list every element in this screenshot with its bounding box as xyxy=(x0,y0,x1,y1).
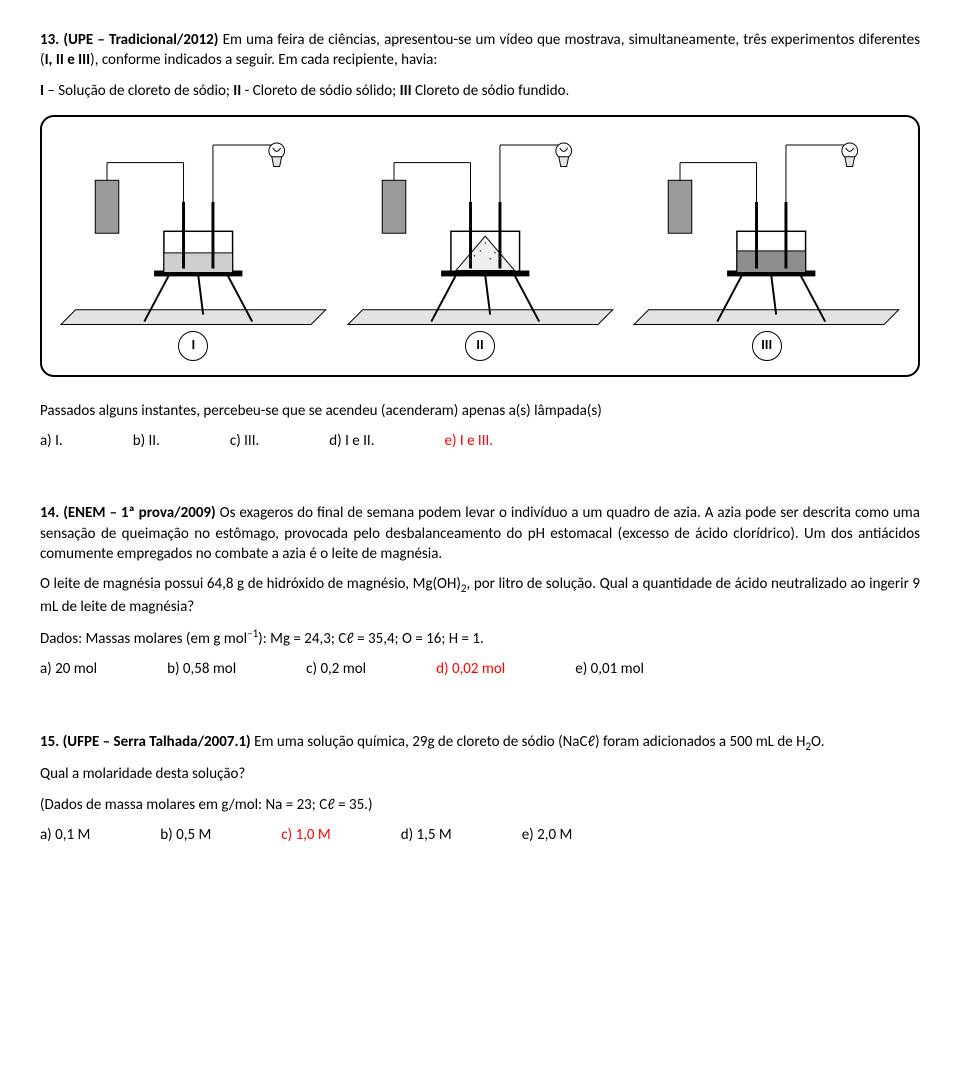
experiments-figure: I II xyxy=(40,115,920,377)
q14-opt-d: d) 0,02 mol xyxy=(436,659,505,679)
q15-opt-a: a) 0,1 M xyxy=(40,825,90,845)
q15-opt-e: e) 2,0 M xyxy=(522,825,573,845)
label-II: II xyxy=(465,331,495,361)
q15-body: 15. (UFPE – Serra Talhada/2007.1) Em uma… xyxy=(40,732,920,755)
experiment-II-svg xyxy=(343,131,618,361)
q14-opt-e: e) 0,01 mol xyxy=(575,659,644,679)
q13-recipients: I – Solução de cloreto de sódio; II - Cl… xyxy=(40,81,920,101)
q13-options: a) I. b) II. c) III. d) I e II. e) I e I… xyxy=(40,431,920,451)
q13-opt-a: a) I. xyxy=(40,431,63,451)
experiment-III-svg xyxy=(629,131,904,361)
q15-opt-c: c) 1,0 M xyxy=(281,825,330,845)
q13-opt-e: e) I e III. xyxy=(445,431,494,451)
q15-number: 15. xyxy=(40,733,59,751)
q14-number: 14. xyxy=(40,504,59,522)
q15-source: (UFPE – Serra Talhada/2007.1) xyxy=(63,733,251,751)
q15-opt-b: b) 0,5 M xyxy=(160,825,211,845)
q14-opt-b: b) 0,58 mol xyxy=(167,659,236,679)
q14-line2: O leite de magnésia possui 64,8 g de hid… xyxy=(40,574,920,617)
q13-source: (UPE – Tradicional/2012) xyxy=(63,31,218,49)
q14-opt-c: c) 0,2 mol xyxy=(306,659,366,679)
q15-dados: (Dados de massa molares em g/mol: Na = 2… xyxy=(40,795,920,815)
experiment-III: III xyxy=(629,131,904,361)
q14-dados: Dados: Massas molares (em g mol–1): Mg =… xyxy=(40,627,920,649)
q13-opt-b: b) II. xyxy=(133,431,160,451)
q13-opt-d: d) I e II. xyxy=(329,431,374,451)
label-I: I xyxy=(178,331,208,361)
q14-opt-a: a) 20 mol xyxy=(40,659,97,679)
q13-opt-c: c) III. xyxy=(230,431,259,451)
q13-intro: 13. (UPE – Tradicional/2012) Em uma feir… xyxy=(40,30,920,71)
q14-options: a) 20 mol b) 0,58 mol c) 0,2 mol d) 0,02… xyxy=(40,659,920,679)
experiment-II: II xyxy=(343,131,618,361)
q13-question: Passados alguns instantes, percebeu-se q… xyxy=(40,401,920,421)
experiment-I-svg xyxy=(56,131,331,361)
q15-options: a) 0,1 M b) 0,5 M c) 1,0 M d) 1,5 M e) 2… xyxy=(40,825,920,845)
q14-source: (ENEM – 1ª prova/2009) xyxy=(63,504,216,522)
experiment-I: I xyxy=(56,131,331,361)
q15-question: Qual a molaridade desta solução? xyxy=(40,764,920,784)
label-III: III xyxy=(752,331,782,361)
q13-number: 13. xyxy=(40,31,59,49)
q15-opt-d: d) 1,5 M xyxy=(401,825,452,845)
q14-body: 14. (ENEM – 1ª prova/2009) Os exageros d… xyxy=(40,503,920,564)
